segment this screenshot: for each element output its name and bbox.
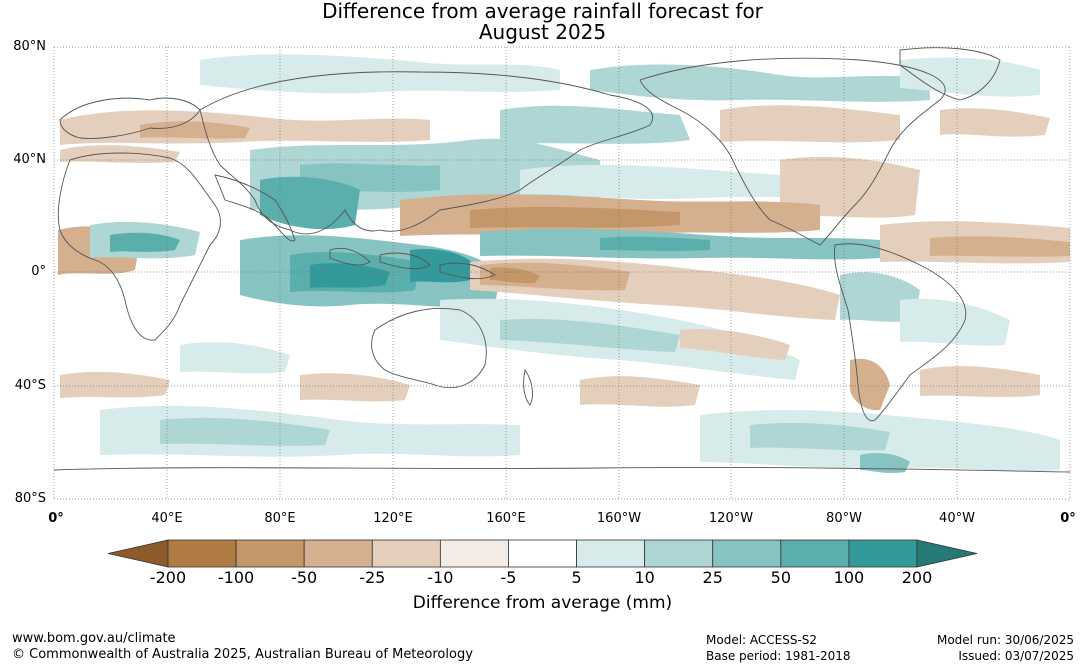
colorbar-tick-label: 5 xyxy=(571,568,582,587)
colorbar-box xyxy=(780,539,850,568)
colorbar-extend-high xyxy=(916,539,978,568)
colorbar-extend-low xyxy=(107,539,169,568)
colorbar-tick-label: 25 xyxy=(702,568,723,587)
lon-label-0-left: 0° xyxy=(48,511,64,526)
chart-title-line2: August 2025 xyxy=(478,20,607,44)
lat-label-40n: 40°N xyxy=(13,152,46,167)
lon-label-40e: 40°E xyxy=(151,511,183,526)
colorbar-tick-label: -100 xyxy=(217,568,255,587)
lon-label-160e: 160°E xyxy=(486,511,526,526)
colorbar-box xyxy=(508,539,577,568)
colorbar-tick-label: 100 xyxy=(833,568,865,587)
colorbar-box xyxy=(167,539,237,568)
colorbar-tick-label: 200 xyxy=(901,568,933,587)
colorbar-caption: Difference from average (mm) xyxy=(412,593,673,613)
colorbar-box xyxy=(576,539,646,568)
lat-label-40s: 40°S xyxy=(14,378,46,393)
anomaly-shading xyxy=(58,54,1070,473)
colorbar-box xyxy=(644,539,714,568)
lat-label-0: 0° xyxy=(31,264,46,279)
colorbar-tick-label: -50 xyxy=(291,568,318,587)
colorbar-tick-label: 50 xyxy=(770,568,791,587)
colorbar-tick-label: -25 xyxy=(359,568,386,587)
footer-issued: Issued: 03/07/2025 xyxy=(958,649,1074,663)
colorbar-box xyxy=(303,539,373,568)
footer-model-run: Model run: 30/06/2025 xyxy=(936,633,1074,647)
colorbar-box xyxy=(439,539,509,568)
lat-label-80s: 80°S xyxy=(14,491,46,506)
lon-label-80w: 80°W xyxy=(826,511,862,526)
graticule xyxy=(53,46,1071,500)
lon-label-120e: 120°E xyxy=(373,511,413,526)
lat-label-80n: 80°N xyxy=(13,39,46,54)
footer-model: Model: ACCESS-S2 xyxy=(706,633,818,647)
lon-label-40w: 40°W xyxy=(939,511,975,526)
footer-url: www.bom.gov.au/climate xyxy=(12,631,176,646)
lon-label-160w: 160°W xyxy=(596,511,642,526)
chart-title-line1: Difference from average rainfall forecas… xyxy=(322,0,763,23)
colorbar-tick-label: -5 xyxy=(500,568,517,587)
colorbar-tick-label: -200 xyxy=(149,568,187,587)
footer-base-period: Base period: 1981-2018 xyxy=(706,649,851,663)
lon-label-120w: 120°W xyxy=(708,511,754,526)
colorbar-box xyxy=(235,539,305,568)
colorbar-tick-label: -10 xyxy=(427,568,454,587)
footer-copyright: © Commonwealth of Australia 2025, Austra… xyxy=(12,647,473,662)
coastlines xyxy=(54,47,1070,473)
colorbar-tick-label: 10 xyxy=(634,568,655,587)
lon-label-0-right: 0° xyxy=(1060,511,1076,526)
colorbar-box xyxy=(712,539,782,568)
colorbar-box xyxy=(848,539,918,568)
lon-label-80e: 80°E xyxy=(264,511,296,526)
colorbar-box xyxy=(371,539,441,568)
